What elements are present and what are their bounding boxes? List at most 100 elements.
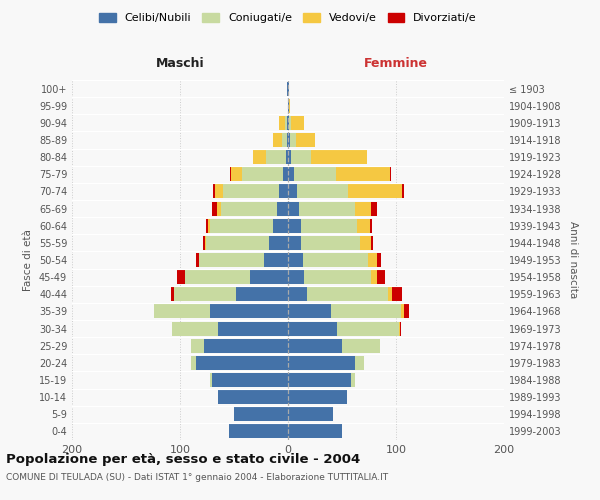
Bar — [371, 270, 377, 284]
Bar — [288, 168, 295, 181]
Bar — [291, 150, 311, 164]
Bar — [303, 253, 368, 267]
Bar — [288, 390, 347, 404]
Bar — [273, 218, 288, 232]
Bar — [288, 150, 291, 164]
Bar — [286, 150, 288, 164]
Bar — [214, 184, 215, 198]
Bar — [357, 218, 370, 232]
Bar — [215, 184, 223, 198]
Bar — [212, 373, 288, 387]
Bar — [204, 338, 288, 352]
Bar — [342, 338, 380, 352]
Bar — [370, 218, 372, 232]
Bar — [287, 133, 288, 147]
Bar — [361, 236, 371, 250]
Bar — [287, 82, 288, 96]
Bar — [288, 408, 334, 422]
Bar — [172, 322, 218, 336]
Y-axis label: Fasce di età: Fasce di età — [23, 229, 33, 291]
Bar — [392, 288, 403, 302]
Bar — [210, 304, 288, 318]
Bar — [208, 218, 210, 232]
Bar — [304, 270, 371, 284]
Bar — [288, 373, 350, 387]
Bar — [280, 184, 288, 198]
Bar — [288, 424, 342, 438]
Bar — [191, 356, 196, 370]
Bar — [203, 236, 205, 250]
Bar — [217, 202, 221, 215]
Bar — [288, 218, 301, 232]
Bar — [290, 133, 296, 147]
Bar — [355, 356, 364, 370]
Bar — [212, 202, 217, 215]
Bar — [403, 184, 404, 198]
Bar — [191, 338, 204, 352]
Bar — [173, 288, 236, 302]
Bar — [307, 288, 388, 302]
Bar — [285, 116, 287, 130]
Bar — [283, 168, 288, 181]
Bar — [301, 236, 361, 250]
Bar — [288, 253, 303, 267]
Bar — [242, 168, 283, 181]
Text: COMUNE DI TEULADA (SU) - Dati ISTAT 1° gennaio 2004 - Elaborazione TUTTITALIA.IT: COMUNE DI TEULADA (SU) - Dati ISTAT 1° g… — [6, 472, 388, 482]
Bar — [288, 236, 301, 250]
Bar — [229, 424, 288, 438]
Bar — [253, 150, 266, 164]
Bar — [377, 270, 385, 284]
Bar — [288, 116, 289, 130]
Bar — [172, 288, 173, 302]
Bar — [288, 304, 331, 318]
Bar — [349, 184, 403, 198]
Bar — [206, 218, 208, 232]
Bar — [288, 356, 355, 370]
Bar — [288, 82, 289, 96]
Bar — [185, 270, 250, 284]
Bar — [288, 98, 289, 112]
Bar — [210, 373, 212, 387]
Bar — [335, 168, 389, 181]
Bar — [368, 253, 377, 267]
Bar — [299, 202, 355, 215]
Bar — [404, 304, 409, 318]
Bar — [210, 218, 273, 232]
Bar — [371, 236, 373, 250]
Bar — [231, 168, 242, 181]
Bar — [288, 133, 290, 147]
Bar — [399, 322, 400, 336]
Bar — [269, 236, 288, 250]
Bar — [234, 408, 288, 422]
Bar — [401, 304, 404, 318]
Bar — [389, 168, 391, 181]
Bar — [281, 133, 287, 147]
Bar — [264, 253, 288, 267]
Bar — [206, 236, 269, 250]
Bar — [277, 202, 288, 215]
Bar — [331, 304, 401, 318]
Bar — [250, 270, 288, 284]
Bar — [311, 150, 367, 164]
Bar — [377, 253, 381, 267]
Bar — [280, 116, 285, 130]
Bar — [288, 338, 342, 352]
Bar — [273, 133, 281, 147]
Bar — [154, 304, 210, 318]
Text: Femmine: Femmine — [364, 56, 428, 70]
Bar — [400, 322, 401, 336]
Bar — [371, 202, 377, 215]
Bar — [288, 288, 307, 302]
Bar — [223, 184, 280, 198]
Bar — [199, 253, 264, 267]
Bar — [218, 322, 288, 336]
Bar — [301, 218, 357, 232]
Y-axis label: Anni di nascita: Anni di nascita — [568, 222, 578, 298]
Bar — [196, 253, 199, 267]
Bar — [337, 322, 399, 336]
Text: Maschi: Maschi — [155, 56, 205, 70]
Bar — [205, 236, 206, 250]
Bar — [291, 116, 304, 130]
Bar — [221, 202, 277, 215]
Bar — [196, 356, 288, 370]
